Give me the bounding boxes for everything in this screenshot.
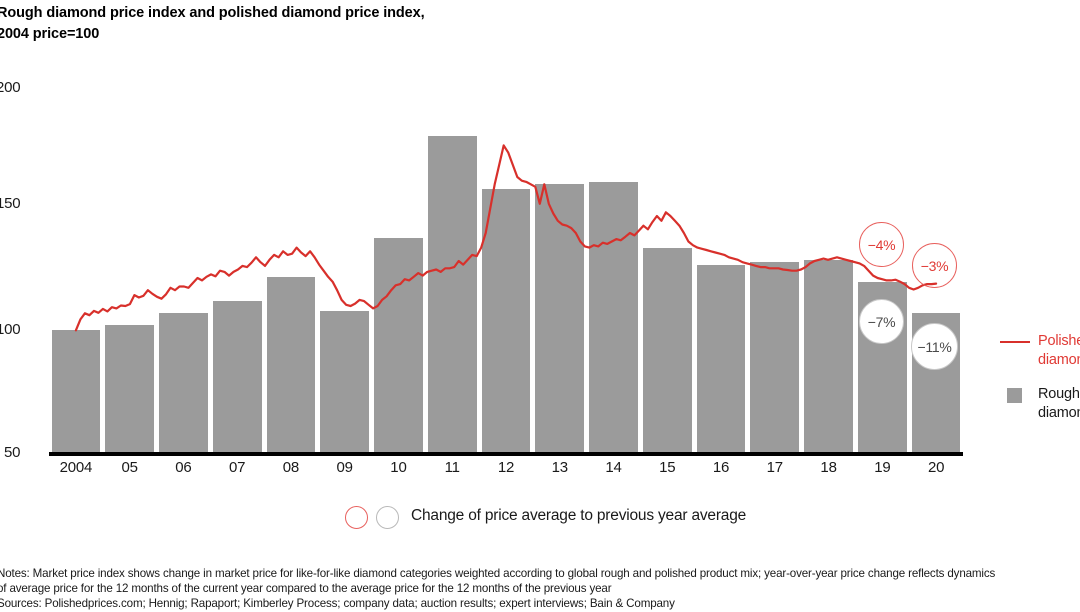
bar-09	[320, 310, 370, 452]
bar-14	[589, 181, 638, 452]
x-axis-tick-05: 05	[121, 459, 138, 476]
x-axis-tick-13: 13	[551, 459, 568, 476]
bar-18	[804, 259, 853, 452]
x-axis-tick-15: 15	[659, 459, 676, 476]
bar-16	[696, 264, 746, 452]
y-axis-tick-200: 200	[0, 79, 21, 96]
bar-05	[105, 325, 154, 452]
legend-box-swatch-rough	[1007, 388, 1022, 403]
x-axis-tick-19: 19	[874, 459, 891, 476]
legend-label-rough: Rough diamonds	[1038, 385, 1080, 423]
chart-title-line2: 2004 price=100	[0, 26, 100, 42]
legend-label-rough-line1: Rough	[1038, 386, 1080, 402]
key-circle-grey-icon	[376, 506, 399, 529]
x-axis-tick-08: 08	[282, 459, 300, 476]
bar-12	[481, 189, 531, 452]
x-axis-tick-18: 18	[820, 459, 837, 476]
annotation-polished-2019: −4%	[859, 222, 904, 267]
footnote-notes-line2: of average price for the 12 months of th…	[0, 582, 612, 595]
legend-line-swatch-polished	[1000, 341, 1030, 344]
x-axis-tick-20: 20	[927, 459, 945, 476]
y-axis-tick-100: 100	[0, 321, 21, 338]
footnote-notes-line1: Notes: Market price index shows change i…	[0, 567, 996, 580]
x-axis-tick-16: 16	[712, 459, 730, 476]
x-axis-tick-14: 14	[605, 459, 622, 476]
y-axis-tick-50: 50	[4, 444, 21, 461]
chart-footnotes: Notes: Market price index shows change i…	[0, 566, 1080, 611]
bar-07	[212, 301, 262, 452]
key-label: Change of price average to previous year…	[411, 507, 747, 524]
bar-06	[159, 313, 208, 452]
bar-10	[374, 237, 423, 452]
bar-2004	[51, 330, 101, 452]
annotation-rough-2020: −11%	[911, 323, 958, 370]
annotation-polished-2020: −3%	[912, 243, 957, 288]
bar-13	[535, 184, 585, 452]
x-axis-tick-17: 17	[766, 459, 783, 476]
bar-11	[427, 135, 477, 452]
legend-label-polished-line1: Polished	[1038, 333, 1080, 349]
bar-08	[266, 276, 316, 452]
x-axis-tick-10: 10	[390, 459, 407, 476]
bar-15	[642, 247, 692, 452]
legend-label-polished-line2: diamonds	[1038, 352, 1080, 368]
footnote-sources: Sources: Polishedprices.com; Hennig; Rap…	[0, 597, 675, 610]
bar-17	[750, 262, 800, 452]
chart-title: Rough diamond price index and polished d…	[0, 3, 997, 45]
annotation-rough-2019: −7%	[859, 299, 904, 344]
chart-title-line1: Rough diamond price index and polished d…	[0, 5, 425, 21]
x-axis-tick-12: 12	[497, 459, 515, 476]
x-axis-tick-07: 07	[229, 459, 246, 476]
y-axis-tick-150: 150	[0, 195, 21, 212]
legend-label-rough-line2: diamonds	[1038, 405, 1080, 421]
x-axis-tick-09: 09	[336, 459, 353, 476]
x-axis-baseline	[49, 452, 963, 456]
legend-label-polished: Polished diamonds	[1038, 332, 1080, 370]
x-axis-tick-11: 11	[444, 459, 460, 476]
x-axis-tick-06: 06	[175, 459, 192, 476]
x-axis-tick-2004: 2004	[59, 459, 93, 476]
key-circle-red-icon	[345, 506, 368, 529]
